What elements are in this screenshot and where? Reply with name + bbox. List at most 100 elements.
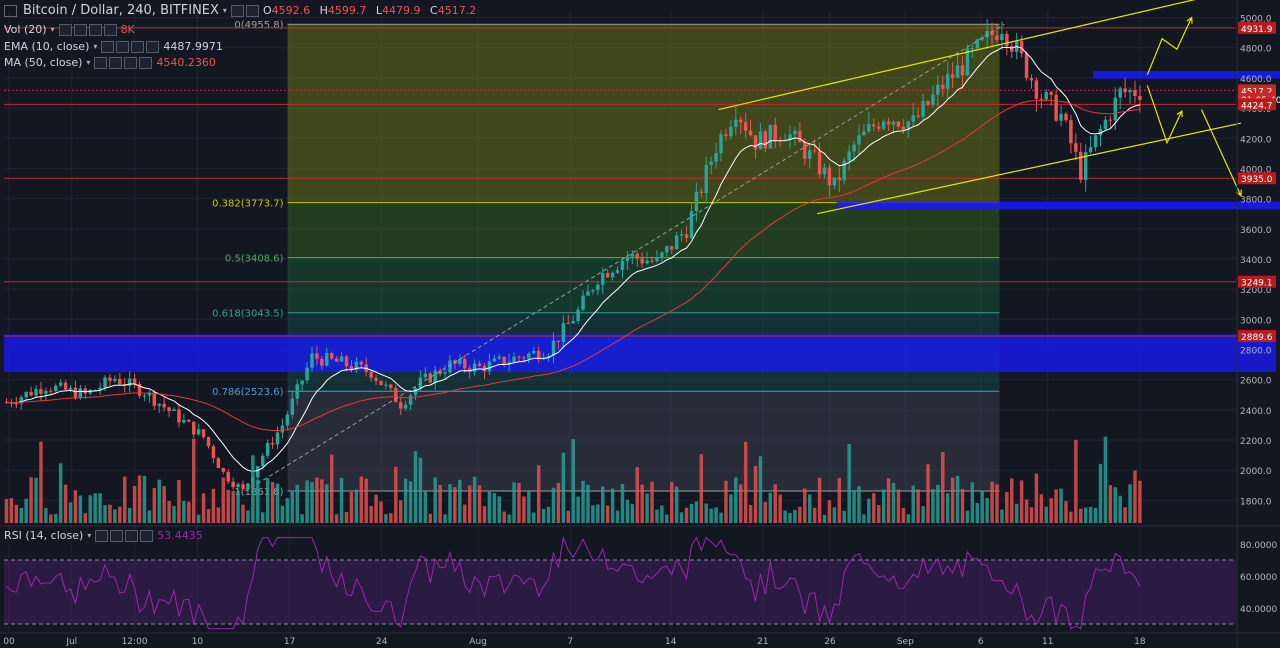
- volume-bar: [975, 502, 980, 523]
- close-icon[interactable]: [131, 40, 145, 53]
- candle-body: [329, 352, 334, 359]
- volume-bar: [118, 506, 122, 523]
- candle-body: [891, 121, 896, 125]
- candle-body: [177, 409, 181, 423]
- price-tick-label: 3000.0: [1240, 316, 1272, 326]
- chevron-down-icon[interactable]: ▾: [50, 25, 55, 34]
- candle-body: [192, 421, 196, 435]
- close-icon[interactable]: [125, 529, 139, 542]
- eye-icon[interactable]: [101, 40, 115, 53]
- candle-body: [1024, 53, 1029, 79]
- volume-bar: [260, 512, 265, 523]
- volume-bar: [1054, 489, 1058, 523]
- volume-bar: [1069, 511, 1073, 523]
- volume-bar: [1034, 473, 1039, 523]
- candle-body: [152, 392, 157, 406]
- volume-bar: [862, 514, 866, 523]
- more-icon[interactable]: [139, 56, 153, 69]
- symbol-title[interactable]: Bitcoin / Dollar, 240, BITFINEX: [23, 3, 219, 18]
- candle-body: [679, 234, 684, 236]
- candle-body: [630, 253, 635, 257]
- chevron-down-icon[interactable]: ▾: [222, 6, 227, 15]
- eye-icon[interactable]: [95, 529, 109, 542]
- candle-body: [448, 360, 452, 373]
- candle-body: [354, 361, 359, 370]
- ohlc-low-value: 4479.9: [382, 4, 421, 17]
- volume-bar: [359, 476, 364, 523]
- settings-icon[interactable]: [230, 4, 244, 17]
- rsi-panel: 40.0000 60.0000 80.0000: [0, 525, 1280, 630]
- candle-body: [950, 74, 955, 78]
- chevron-down-icon[interactable]: ▾: [93, 42, 98, 51]
- candle-body: [803, 142, 807, 159]
- vol-label[interactable]: Vol (20): [4, 23, 47, 36]
- ema-label[interactable]: EMA (10, close): [4, 40, 90, 53]
- volume-bar: [1044, 506, 1048, 523]
- candle-body: [881, 121, 886, 129]
- close-icon[interactable]: [88, 23, 102, 36]
- volume-bar: [44, 507, 48, 523]
- volume-bar: [157, 479, 161, 523]
- volume-bar: [1010, 478, 1014, 523]
- volume-bar: [320, 479, 324, 523]
- more-icon[interactable]: [103, 23, 117, 36]
- volume-bar: [39, 441, 43, 523]
- candle-body: [576, 309, 580, 322]
- horizontal-lines: [4, 27, 1236, 337]
- volume-bar: [729, 494, 733, 523]
- volume-bar: [394, 466, 398, 523]
- volume-bar: [334, 514, 339, 523]
- rsi-band: [4, 560, 1236, 624]
- candle-body: [655, 256, 659, 262]
- candle-body: [941, 84, 945, 89]
- close-icon[interactable]: [124, 56, 138, 69]
- volume-bar: [620, 483, 625, 523]
- candle-body: [990, 30, 994, 36]
- candle-body: [231, 481, 235, 488]
- price-tick-label: 4000.0: [1240, 165, 1272, 175]
- settings-icon[interactable]: [109, 56, 123, 69]
- candle-body: [300, 380, 304, 385]
- volume-bar: [926, 464, 930, 523]
- collapse-icon[interactable]: [4, 4, 17, 17]
- volume-bar: [374, 494, 378, 523]
- settings-icon[interactable]: [110, 529, 124, 542]
- rsi-label[interactable]: RSI (14, close): [4, 529, 84, 542]
- volume-bar: [1064, 501, 1068, 523]
- candle-body: [497, 356, 501, 359]
- candle-body: [753, 135, 758, 150]
- settings-icon[interactable]: [116, 40, 130, 53]
- candle-body: [635, 253, 639, 259]
- candles: [4, 19, 1142, 494]
- candle-body: [1093, 135, 1098, 148]
- candle-body: [167, 407, 171, 411]
- chevron-down-icon[interactable]: ▾: [87, 531, 92, 540]
- candle-body: [236, 484, 240, 488]
- time-tick-label: 24: [376, 637, 388, 647]
- volume-bar: [876, 505, 881, 523]
- trend-channel: [245, 0, 1242, 492]
- volume-bar: [63, 484, 68, 523]
- volume-bar: [601, 486, 605, 523]
- candle-body: [689, 211, 694, 238]
- volume-bar: [793, 509, 797, 523]
- hide-icon[interactable]: [245, 4, 259, 17]
- volume-bar: [182, 500, 186, 523]
- chevron-down-icon[interactable]: ▾: [86, 58, 91, 67]
- price-label-text: 4931.9: [1241, 25, 1273, 35]
- candle-body: [512, 356, 516, 362]
- ma-label[interactable]: MA (50, close): [4, 56, 83, 69]
- volume-bar: [591, 505, 595, 523]
- eye-icon[interactable]: [94, 56, 108, 69]
- settings-icon[interactable]: [73, 23, 87, 36]
- more-icon[interactable]: [140, 529, 154, 542]
- candle-body: [384, 384, 388, 386]
- candle-body: [876, 126, 881, 129]
- candle-body: [295, 384, 299, 399]
- volume-bar: [970, 482, 975, 523]
- volume-bar: [872, 493, 876, 523]
- more-icon[interactable]: [146, 40, 160, 53]
- eye-icon[interactable]: [58, 23, 72, 36]
- ema-legend: EMA (10, close) ▾ 4487.9971: [4, 40, 223, 53]
